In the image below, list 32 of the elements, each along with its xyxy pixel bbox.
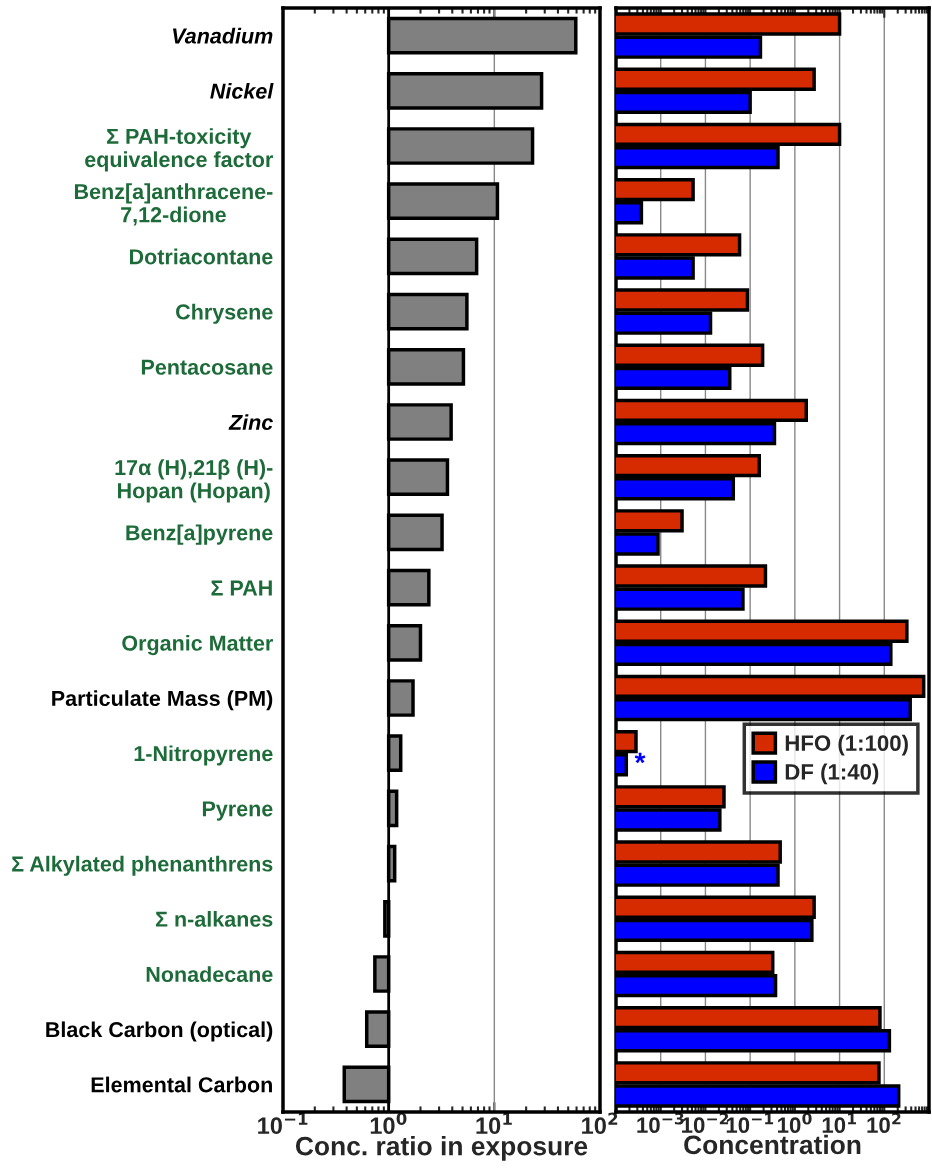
y-tick-label: Pyrene [202,801,273,821]
x-tick-label: 10$^{2}$ [867,1112,901,1134]
y-tick-label: 1-Nitropyrene [134,745,273,766]
x-tick-label: 10$^{1}$ [476,1112,512,1135]
y-tick-label: Pentacosane [141,359,273,375]
y-tick-label: Σ Alkylated phenanthrens [12,855,273,876]
y-tick-label: Black Carbon (optical) [46,1021,273,1042]
y-tick-label: Zinc [228,414,273,431]
y-tick-label: Elemental Carbon [91,1076,272,1093]
y-tick-label: Nickel [210,83,274,99]
x-tick-label: 10$^{0}$ [370,1112,407,1135]
x-axis-title: Conc. ratio in exposure [295,1136,588,1161]
y-tick-label: Σ PAH-toxicity equivalence factor [85,128,273,172]
x-tick-label: 10$^{0}$ [778,1112,812,1134]
y-tick-label: Particulate Mass (PM) [52,690,273,711]
legend-label: HFO (1:100) [785,734,908,756]
y-tick-label: Dotriacontane [129,248,273,265]
annotation: * [634,752,646,764]
y-tick-label: Σ PAH [211,580,272,596]
y-tick-label: Nonadecane [146,966,273,983]
x-tick-label: 10$^{2}$ [582,1112,618,1135]
y-tick-label: Organic Matter [122,635,273,656]
y-tick-label: Σ n-alkanes [156,911,273,927]
x-tick-label: 10$^{1}$ [822,1112,857,1134]
x-axis-title: Concentration [684,1134,861,1155]
y-tick-label: 17α (H),21β (H)- Hopan (Hopan) [115,459,273,503]
x-tick-label: 10$^{−1}$ [258,1112,308,1135]
y-tick-label: Chrysene [176,303,273,324]
y-tick-label: Benz[a]pyrene [126,524,273,545]
y-tick-label: Vanadium [173,27,273,44]
legend-label: DF (1:40) [785,763,879,785]
y-tick-label: Benz[a]anthracene- 7,12-dione [74,183,273,226]
